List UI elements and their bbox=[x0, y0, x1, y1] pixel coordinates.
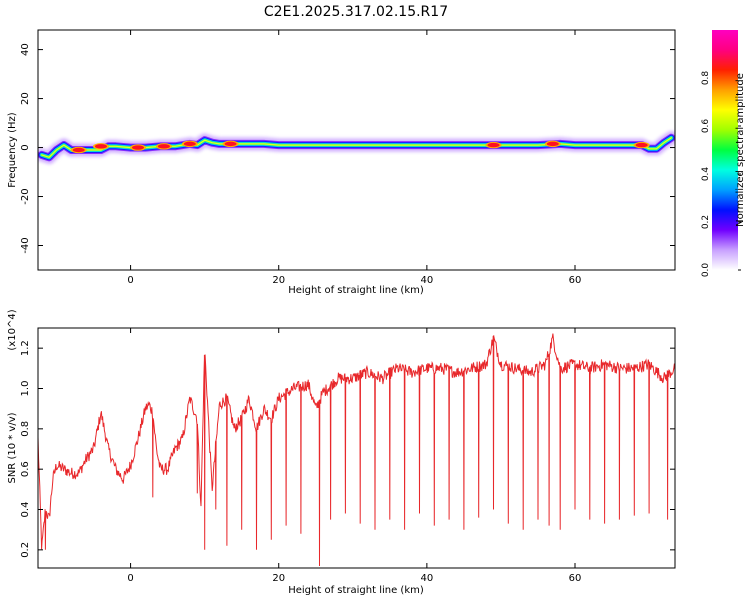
spectrogram-y-tick-label: 0 bbox=[20, 144, 31, 150]
spectrogram-x-tick-label: 20 bbox=[272, 275, 285, 286]
snr-series-line bbox=[38, 333, 675, 567]
spectrogram-x-axis-label: Height of straight line (km) bbox=[288, 285, 424, 296]
spectrogram-y-axis-label: Frequency (Hz) bbox=[7, 112, 18, 188]
colorbar: 0.0 0.2 0.4 0.6 0.8 Normalized spectral ampl… bbox=[701, 30, 746, 277]
spectrogram-y-ticks: -40 -20 0 20 40 bbox=[20, 43, 675, 254]
snr-y-tick-label: 0.4 bbox=[20, 502, 31, 518]
colorbar-tick-label: 0.2 bbox=[701, 215, 711, 229]
spectrogram-panel: 0 20 40 60 -40 -20 0 20 40 Height of straight l… bbox=[7, 29, 676, 296]
snr-x-ticks: 0 20 40 60 bbox=[127, 328, 581, 584]
spectrogram-ridge bbox=[38, 129, 675, 166]
spectrogram-y-tick-label: 40 bbox=[20, 43, 31, 56]
snr-x-tick-label: 40 bbox=[420, 573, 433, 584]
snr-y-tick-label: 0.6 bbox=[20, 461, 31, 477]
snr-y-multiplier: (x10^4) bbox=[7, 309, 18, 350]
spectrogram-y-tick-label: 20 bbox=[20, 92, 31, 105]
spectrogram-peak bbox=[224, 141, 237, 147]
spectrogram-x-tick-label: 60 bbox=[569, 275, 582, 286]
spectrogram-peak bbox=[635, 142, 648, 148]
snr-x-tick-label: 60 bbox=[569, 573, 582, 584]
spectrogram-x-tick-label: 40 bbox=[420, 275, 433, 286]
snr-x-axis-label: Height of straight line (km) bbox=[288, 585, 424, 596]
spectrogram-peak bbox=[94, 144, 107, 149]
colorbar-scale bbox=[712, 30, 738, 270]
spectrogram-x-ticks: 0 20 40 60 bbox=[127, 30, 581, 286]
spectrogram-frame bbox=[37, 29, 676, 271]
snr-y-tick-label: 0.8 bbox=[20, 421, 31, 437]
snr-y-axis-label: SNR (10 * v/v) bbox=[7, 412, 18, 483]
snr-panel: 0 20 40 60 0.2 0.4 0.6 0.8 1.0 1.2 Height of str… bbox=[7, 309, 676, 596]
spectrogram-peak bbox=[487, 142, 500, 148]
spectrogram-peak bbox=[72, 147, 85, 153]
figure-title: C2E1.2025.317.02.15.R17 bbox=[264, 4, 448, 20]
spectrogram-peak bbox=[183, 141, 196, 147]
snr-x-tick-label: 0 bbox=[127, 573, 133, 584]
colorbar-tick-label: 0.6 bbox=[701, 119, 711, 134]
colorbar-tick-label: 0.0 bbox=[701, 263, 711, 278]
snr-frame bbox=[37, 327, 676, 569]
snr-y-tick-label: 1.2 bbox=[20, 340, 31, 356]
snr-y-ticks: 0.2 0.4 0.6 0.8 1.0 1.2 bbox=[20, 340, 675, 558]
snr-y-tick-label: 0.2 bbox=[20, 542, 31, 558]
spectrogram-y-tick-label: -20 bbox=[20, 188, 31, 204]
colorbar-tick-label: 0.8 bbox=[701, 71, 711, 86]
colorbar-label: Normalized spectral amplitude bbox=[735, 73, 746, 227]
snr-x-tick-label: 20 bbox=[272, 573, 285, 584]
spectrogram-peak bbox=[546, 141, 559, 147]
colorbar-ticks: 0.0 0.2 0.4 0.6 0.8 bbox=[701, 71, 741, 278]
colorbar-tick-label: 0.4 bbox=[701, 167, 711, 182]
spectrogram-y-tick-label: -40 bbox=[20, 237, 31, 253]
spectrogram-peak bbox=[157, 144, 170, 149]
snr-y-tick-label: 1.0 bbox=[20, 381, 31, 397]
spectrogram-x-tick-label: 0 bbox=[127, 275, 133, 286]
spectrogram-peak bbox=[131, 145, 144, 150]
